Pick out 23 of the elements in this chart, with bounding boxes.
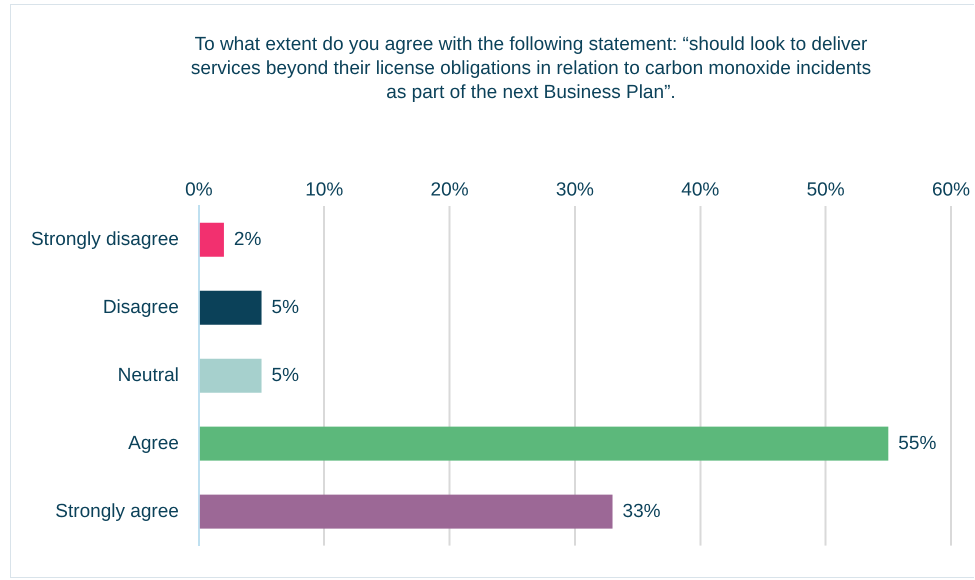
y-tick-label: Strongly agree <box>55 500 179 522</box>
bar <box>200 290 262 325</box>
x-tick-label: 40% <box>681 180 720 201</box>
x-tick-label: 50% <box>806 180 845 201</box>
x-tick-label: 10% <box>305 180 344 201</box>
bar <box>200 222 224 257</box>
data-label: 33% <box>622 500 661 522</box>
y-tick-label: Neutral <box>118 364 179 386</box>
data-label: 55% <box>898 432 936 454</box>
y-tick-label: Agree <box>128 432 179 454</box>
chart-title: To what extent do you agree with the following statement: “should look to deliver services beyond their license obligations in relation to carbon monoxide incidents as part of the next Business Plan”. <box>190 33 872 105</box>
y-tick-label: Disagree <box>102 296 179 318</box>
y-tick-label: Strongly disagree <box>30 229 179 250</box>
x-tick-label: 0% <box>185 180 213 201</box>
x-tick-label: 20% <box>430 180 469 201</box>
bar <box>200 494 613 529</box>
data-label: 5% <box>272 296 300 318</box>
bar <box>200 426 888 461</box>
bar <box>200 358 262 393</box>
x-tick-label: 30% <box>556 180 594 201</box>
data-label: 5% <box>272 364 300 386</box>
data-label: 2% <box>234 229 262 250</box>
x-tick-label: 60% <box>932 180 970 201</box>
